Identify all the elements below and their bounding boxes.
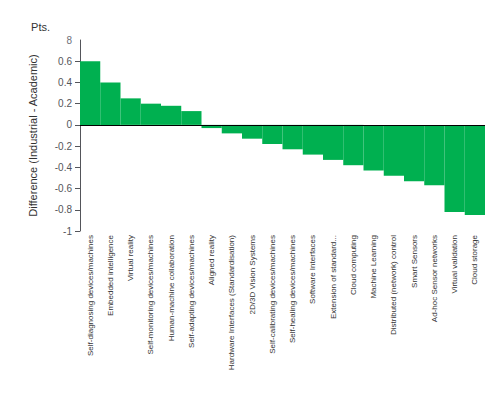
svg-text:8: 8	[66, 35, 72, 46]
svg-text:Virtual reality: Virtual reality	[126, 235, 135, 281]
svg-text:Machine Learning: Machine Learning	[369, 235, 378, 299]
svg-text:Self-adapting devices/machines: Self-adapting devices/machines	[187, 235, 196, 348]
svg-text:-0.2: -0.2	[55, 141, 73, 152]
svg-text:Self-healing devices/machines: Self-healing devices/machines	[288, 235, 297, 343]
svg-text:0.6: 0.6	[58, 56, 72, 67]
svg-text:Hardware Interfaces (Standardi: Hardware Interfaces (Standardisation)	[227, 235, 236, 371]
svg-text:Software Interfaces: Software Interfaces	[308, 235, 317, 304]
svg-text:0: 0	[66, 119, 72, 130]
svg-text:0.4: 0.4	[58, 77, 72, 88]
svg-text:-0.8: -0.8	[55, 204, 73, 215]
svg-text:Cloud computing: Cloud computing	[349, 235, 358, 295]
svg-text:Ad-hoc Sensor networks: Ad-hoc Sensor networks	[430, 235, 439, 322]
svg-text:2D/3D Vision Systems: 2D/3D Vision Systems	[248, 235, 257, 314]
svg-text:0.2: 0.2	[58, 98, 72, 109]
svg-text:Self-monitoring devices/machin: Self-monitoring devices/machines	[146, 235, 155, 355]
svg-text:Self-diagnosing devices/machin: Self-diagnosing devices/machines	[86, 235, 95, 356]
svg-text:Human-machine collaboration: Human-machine collaboration	[167, 235, 176, 341]
svg-text:Aligned reality: Aligned reality	[207, 235, 216, 285]
svg-text:-0.6: -0.6	[55, 183, 73, 194]
svg-text:-1: -1	[63, 226, 72, 237]
svg-text:Embedded intelligence: Embedded intelligence	[106, 234, 115, 315]
svg-text:Self-calibrating devices/machi: Self-calibrating devices/machines	[268, 235, 277, 354]
svg-text:Virtual validation: Virtual validation	[450, 235, 459, 294]
svg-text:Extension of standard...: Extension of standard...	[329, 235, 338, 319]
svg-text:Cloud storage: Cloud storage	[470, 234, 479, 284]
svg-text:-0.4: -0.4	[55, 162, 73, 173]
svg-text:Difference (Industrial - Acade: Difference (Industrial - Academic)	[27, 54, 39, 216]
svg-text:Distributed (network) control: Distributed (network) control	[389, 235, 398, 335]
svg-text:Smart Sensors: Smart Sensors	[410, 235, 419, 288]
svg-text:Pts.: Pts.	[31, 21, 50, 33]
